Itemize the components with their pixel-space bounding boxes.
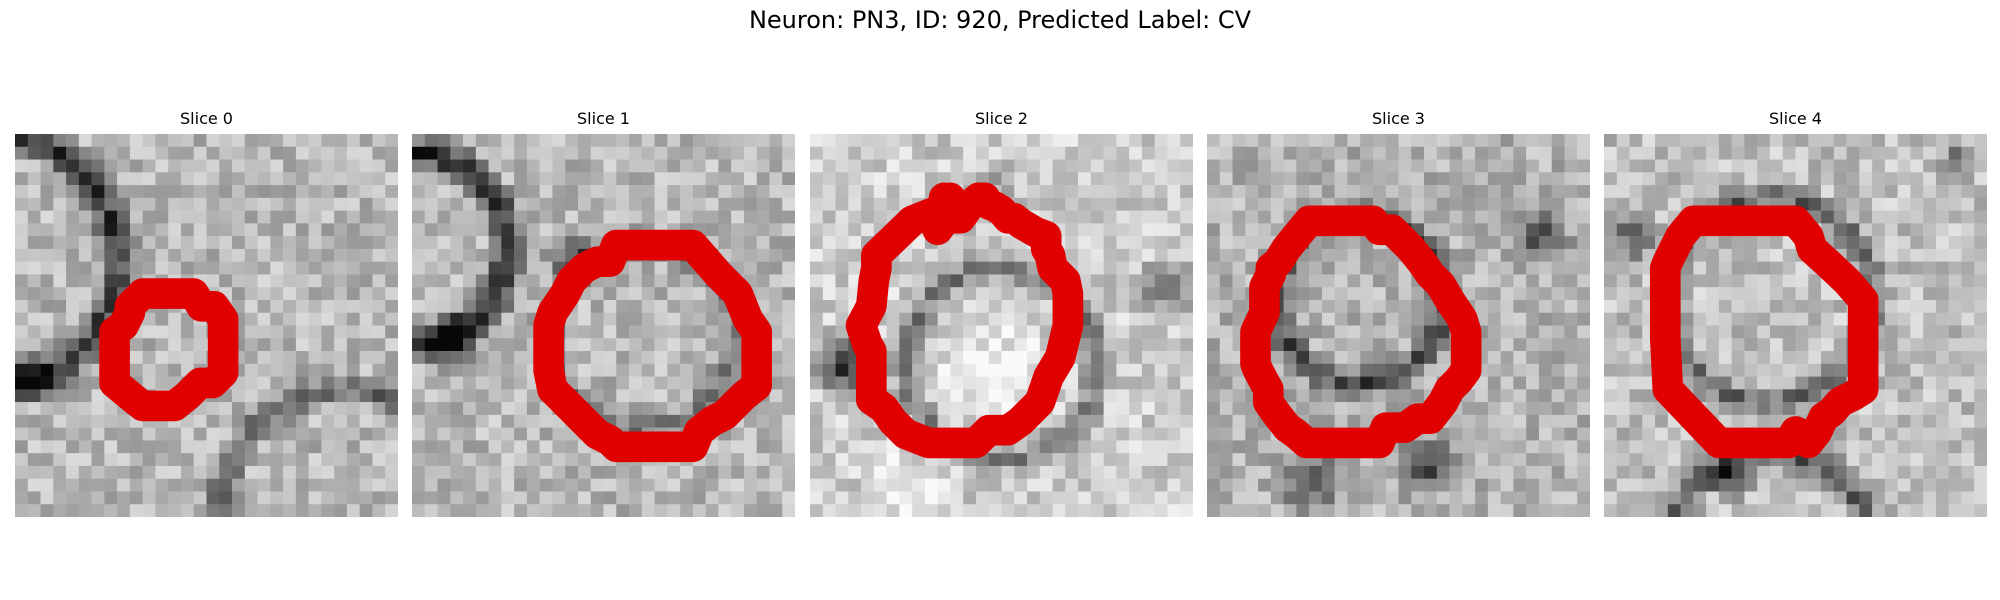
slice-panel-4: Slice 4 [1604,104,1987,518]
slice-panel-0: Slice 0 [15,104,398,518]
slice-panel-3: Slice 3 [1207,104,1590,518]
slice-image-1 [412,134,795,517]
roi-contour-0 [99,278,239,422]
figure-title: Neuron: PN3, ID: 920, Predicted Label: C… [748,6,1252,34]
roi-contour-1 [533,229,773,463]
slice-image-2 [810,134,1193,517]
slice-title-4: Slice 4 [1769,109,1822,128]
slice-panel-2: Slice 2 [810,104,1193,518]
roi-contour-3 [1240,205,1482,459]
slice-image-4 [1604,134,1987,517]
slice-title-3: Slice 3 [1372,109,1425,128]
slice-title-0: Slice 0 [180,109,233,128]
slice-image-0 [15,134,398,517]
roi-contour-4 [1649,205,1879,459]
slice-title-2: Slice 2 [975,109,1028,128]
roi-contour-2 [845,182,1084,459]
slice-title-1: Slice 1 [577,109,630,128]
slice-panel-1: Slice 1 [412,104,795,518]
slice-image-3 [1207,134,1590,517]
